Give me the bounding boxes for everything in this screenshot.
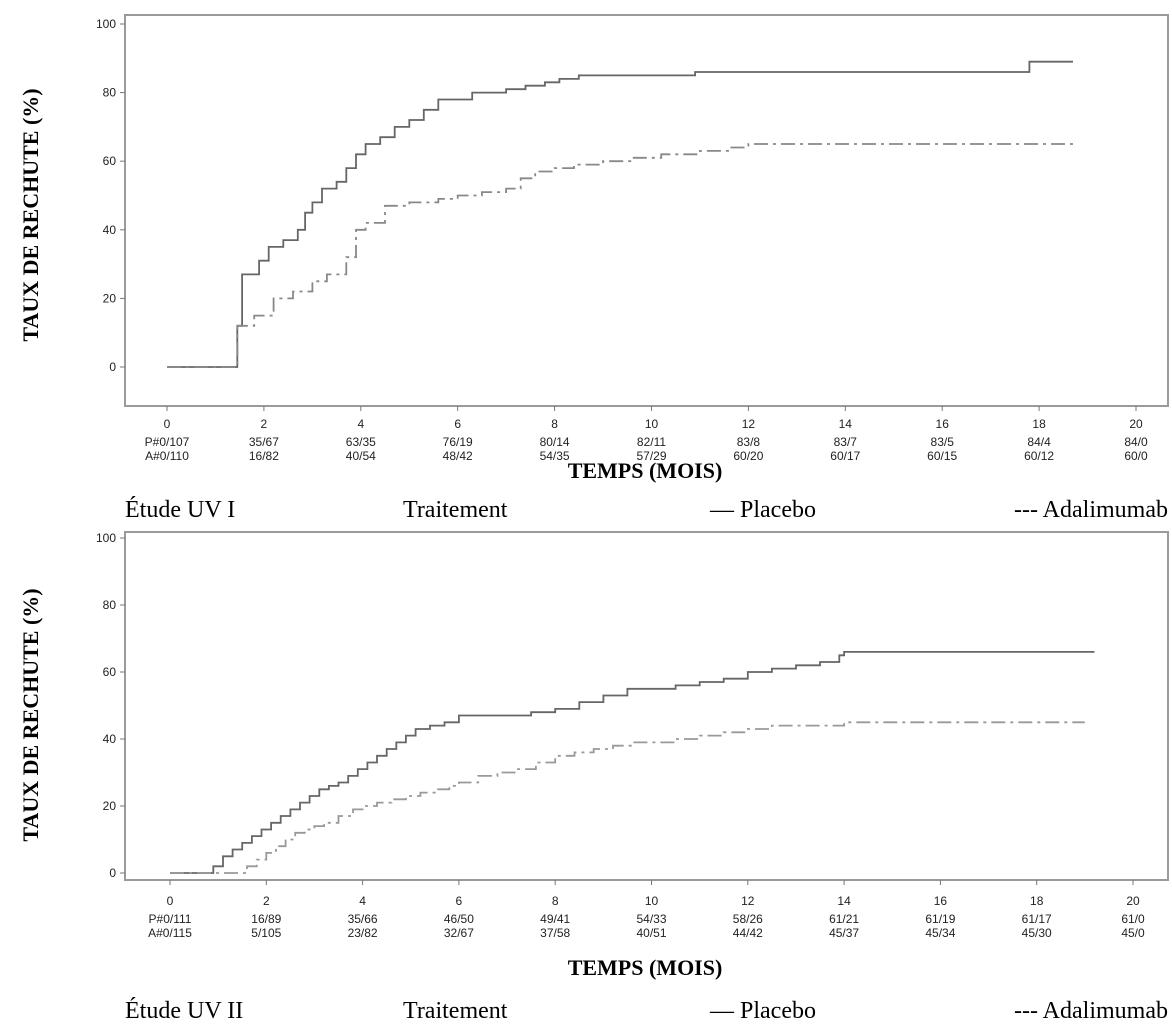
risk-placebo-value: 63/35 [346,435,376,449]
y-axis-title: TAUX DE RECHUTE (%) [18,88,43,341]
y-tick-label: 100 [96,531,116,545]
risk-adalimumab-value: A#0/110 [145,449,189,463]
treatment-caption: Traitement [403,998,508,1024]
risk-adalimumab-value: 60/15 [927,449,957,463]
x-tick-label: 14 [839,417,853,431]
risk-placebo-value: 58/26 [733,912,763,926]
x-tick-label: 8 [552,894,559,908]
x-tick-label: 18 [1030,894,1044,908]
legend-placebo: — Placebo [709,998,816,1024]
risk-adalimumab-value: 45/34 [925,926,955,940]
risk-placebo-value: 35/66 [348,912,378,926]
risk-adalimumab-value: 40/51 [636,926,666,940]
chart-panel-1: 0 20 40 60 80 100 0 2 4 6 8 10 12 14 16 18 20 P#0/107A#0/… [18,14,1169,523]
x-axis-title: TEMPS (MOIS) [568,458,723,483]
risk-placebo-value: 83/8 [737,435,761,449]
legend-adalimumab: --- Adalimumab [1014,497,1168,523]
risk-placebo-value: 80/14 [540,435,570,449]
risk-placebo-value: 83/7 [834,435,858,449]
plot-frame [124,531,1169,881]
y-tick-label: 60 [103,154,117,168]
y-tick-label: 100 [96,17,116,31]
risk-adalimumab-value: 37/58 [540,926,570,940]
y-tick-label: 40 [103,732,117,746]
y-tick-label: 80 [103,86,117,100]
x-tick-label: 16 [934,894,948,908]
x-tick-label: 16 [936,417,950,431]
risk-adalimumab-value: 60/20 [733,449,763,463]
study-caption: Étude UV II [125,998,243,1024]
y-tick-label: 20 [103,291,117,305]
y-axis-title: TAUX DE RECHUTE (%) [18,588,43,841]
y-tick-label: 0 [109,866,116,880]
risk-placebo-value: P#0/111 [149,912,192,926]
adalimumab-series-line [170,721,1085,874]
x-tick-label: 12 [741,894,755,908]
risk-adalimumab-value: 23/82 [348,926,378,940]
x-tick-label: 0 [164,417,171,431]
risk-placebo-value: 61/21 [829,912,859,926]
x-tick-label: 8 [551,417,558,431]
x-axis-title: TEMPS (MOIS) [568,955,723,980]
risk-adalimumab-value: 5/105 [251,926,281,940]
risk-placebo-value: 83/5 [931,435,955,449]
y-tick-label: 40 [103,223,117,237]
risk-adalimumab-value: A#0/115 [148,926,192,940]
risk-placebo-value: 46/50 [444,912,474,926]
x-tick-label: 20 [1129,417,1143,431]
x-tick-label: 2 [261,417,268,431]
risk-adalimumab-value: 60/0 [1124,449,1148,463]
x-tick-label: 10 [645,417,659,431]
y-tick-label: 80 [103,598,117,612]
risk-placebo-value: P#0/107 [145,435,190,449]
y-tick-label: 60 [103,665,117,679]
risk-placebo-value: 61/19 [925,912,955,926]
legend-adalimumab: --- Adalimumab [1014,998,1168,1024]
adalimumab-series-line [167,143,1073,368]
x-tick-label: 12 [742,417,756,431]
risk-placebo-value: 35/67 [249,435,279,449]
x-tick-label: 6 [456,894,463,908]
y-tick-label: 20 [103,799,117,813]
risk-placebo-value: 76/19 [443,435,473,449]
risk-adalimumab-value: 40/54 [346,449,376,463]
risk-placebo-value: 82/11 [637,435,666,449]
study-caption: Étude UV I [125,497,235,523]
risk-placebo-value: 61/0 [1121,912,1145,926]
risk-adalimumab-value: 60/17 [830,449,860,463]
treatment-caption: Traitement [403,497,508,523]
legend-placebo: — Placebo [709,497,816,523]
risk-adalimumab-value: 57/29 [636,449,666,463]
risk-adalimumab-value: 48/42 [443,449,473,463]
risk-adalimumab-value: 45/37 [829,926,859,940]
risk-adalimumab-value: 60/12 [1024,449,1054,463]
risk-placebo-value: 49/41 [540,912,570,926]
x-tick-label: 14 [837,894,851,908]
risk-placebo-value: 54/33 [636,912,666,926]
risk-adalimumab-value: 45/30 [1022,926,1052,940]
risk-placebo-value: 61/17 [1022,912,1052,926]
risk-adalimumab-value: 32/67 [444,926,474,940]
y-tick-label: 0 [109,360,116,374]
placebo-series-line [167,60,1073,368]
x-tick-label: 4 [359,894,366,908]
risk-adalimumab-value: 54/35 [540,449,570,463]
x-tick-label: 2 [263,894,270,908]
x-tick-label: 4 [357,417,364,431]
x-tick-label: 20 [1126,894,1140,908]
x-tick-label: 10 [645,894,659,908]
risk-adalimumab-value: 16/82 [249,449,279,463]
x-tick-label: 6 [454,417,461,431]
chart-panel-2: 0 20 40 60 80 100 0 2 4 6 8 10 12 14 16 18 20 P#0/111A#0/… [18,531,1169,1024]
risk-placebo-value: 84/4 [1027,435,1051,449]
risk-adalimumab-value: 44/42 [733,926,763,940]
plot-frame [124,14,1169,407]
x-tick-label: 18 [1032,417,1046,431]
risk-adalimumab-value: 45/0 [1121,926,1145,940]
placebo-series-line [170,651,1095,874]
x-tick-label: 0 [167,894,174,908]
risk-placebo-value: 16/89 [251,912,281,926]
risk-placebo-value: 84/0 [1124,435,1148,449]
